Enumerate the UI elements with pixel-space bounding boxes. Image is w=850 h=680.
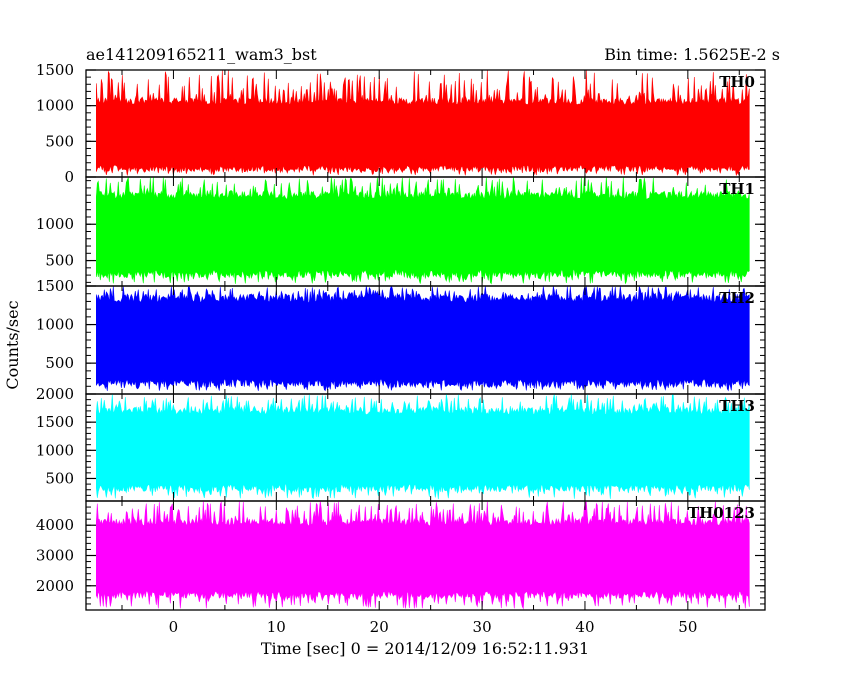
x-tick-label: 50	[678, 618, 697, 636]
plot-header-right: Bin time: 1.5625E-2 s	[604, 45, 780, 64]
panel-th0: 0 500 1000 1500 TH0	[36, 61, 766, 186]
x-tick-label: 40	[575, 618, 594, 636]
y-tick-label: 1000	[36, 441, 74, 459]
y-tick-label: 500	[45, 469, 74, 487]
y-axis-title: Counts/sec	[3, 300, 22, 389]
y-tick-label: 2000	[36, 577, 74, 595]
x-tick-label: 0	[169, 618, 179, 636]
x-tick-label: 30	[473, 618, 492, 636]
y-tick-label: 500	[45, 354, 74, 372]
y-tick-label: 1000	[36, 316, 74, 334]
plot-header-left: ae141209165211_wam3_bst	[86, 45, 317, 64]
y-tick-label: 500	[45, 252, 74, 270]
series-th1	[96, 177, 750, 285]
series-th0123	[96, 501, 750, 610]
y-tick-label: 2000	[36, 385, 74, 403]
y-tick-label: 1000	[36, 97, 74, 115]
y-tick-label: 4000	[36, 516, 74, 534]
panel-label: TH0123	[688, 504, 755, 522]
y-tick-label: 3000	[36, 547, 74, 565]
panel-label: TH3	[719, 397, 755, 415]
series-th3	[96, 394, 750, 500]
x-tick-label: 10	[267, 618, 286, 636]
panel-label: TH1	[719, 180, 755, 198]
x-tick-label: 20	[370, 618, 389, 636]
y-tick-label: 1500	[36, 277, 74, 295]
y-tick-label: 1500	[36, 413, 74, 431]
panel-stack: 050010001500TH05001000TH150010001500TH25…	[36, 61, 766, 611]
panel-label: TH2	[719, 289, 755, 307]
y-tick-label: 0	[64, 168, 74, 186]
panel-th3: 500 1000 1500 2000 TH3	[36, 385, 766, 502]
x-axis-title: Time [sec] 0 = 2014/12/09 16:52:11.931	[261, 639, 589, 658]
panel-label: TH0	[719, 73, 755, 91]
panel-th0123: 2000 3000 4000 TH0123	[36, 500, 766, 611]
y-tick-label: 500	[45, 132, 74, 150]
y-tick-label: 1000	[36, 215, 74, 233]
x-axis: 0 10 20 30 40 50	[169, 618, 698, 636]
series-th2	[96, 286, 750, 392]
y-tick-label: 1500	[36, 61, 74, 79]
panel-th2: 500 1000 1500 TH2	[36, 277, 766, 395]
panel-th1: 500 1000 TH1	[36, 176, 766, 287]
series-th0	[96, 70, 750, 176]
